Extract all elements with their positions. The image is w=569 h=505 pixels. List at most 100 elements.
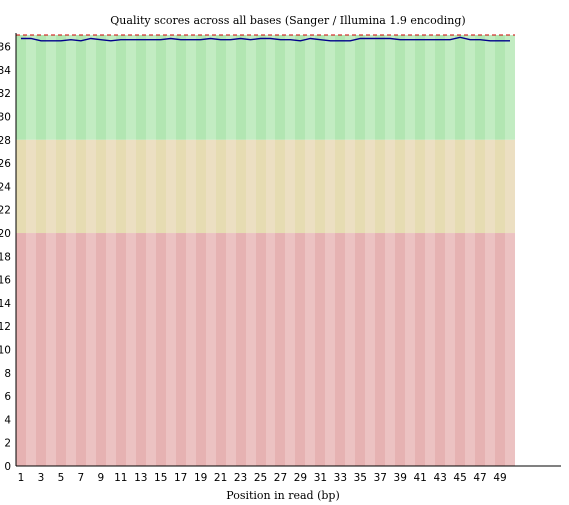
band-0-column-30 xyxy=(305,35,315,140)
band-1-column-13 xyxy=(136,139,146,234)
band-0-column-18 xyxy=(186,35,196,140)
band-0-column-38 xyxy=(385,35,395,140)
x-tick-27: 27 xyxy=(274,472,287,484)
x-tick-39: 39 xyxy=(394,472,407,484)
band-1-column-29 xyxy=(295,139,305,234)
band-2-column-19 xyxy=(196,233,206,466)
band-1-column-42 xyxy=(425,139,435,234)
x-tick-5: 5 xyxy=(58,472,65,484)
band-0-column-4 xyxy=(46,35,56,140)
band-2-column-11 xyxy=(116,233,126,466)
band-2-column-1 xyxy=(16,233,26,466)
y-tick-6: 6 xyxy=(4,391,11,403)
band-1-column-34 xyxy=(345,139,355,234)
x-tick-3: 3 xyxy=(38,472,45,484)
band-2-column-3 xyxy=(36,233,46,466)
band-1-column-38 xyxy=(385,139,395,234)
band-2-column-42 xyxy=(425,233,435,466)
band-1-column-10 xyxy=(106,139,116,234)
band-1-column-30 xyxy=(305,139,315,234)
band-0-column-35 xyxy=(355,35,365,140)
band-2-column-30 xyxy=(305,233,315,466)
band-2-column-28 xyxy=(285,233,295,466)
band-0-column-11 xyxy=(116,35,126,140)
band-1-column-15 xyxy=(156,139,166,234)
band-2-column-23 xyxy=(236,233,246,466)
x-tick-45: 45 xyxy=(453,472,466,484)
band-2-column-44 xyxy=(445,233,455,466)
band-0-column-21 xyxy=(216,35,226,140)
band-0-column-33 xyxy=(335,35,345,140)
y-tick-0: 0 xyxy=(4,461,11,473)
band-1-column-22 xyxy=(226,139,236,234)
x-tick-15: 15 xyxy=(154,472,167,484)
band-1-column-33 xyxy=(335,139,345,234)
band-2-column-45 xyxy=(455,233,465,466)
band-0-column-15 xyxy=(156,35,166,140)
band-0-column-19 xyxy=(196,35,206,140)
band-2-column-32 xyxy=(325,233,335,466)
band-0-column-36 xyxy=(365,35,375,140)
band-2-column-29 xyxy=(295,233,305,466)
band-0-column-9 xyxy=(96,35,106,140)
band-0-column-29 xyxy=(295,35,305,140)
y-tick-4: 4 xyxy=(4,414,11,426)
band-2-column-50 xyxy=(505,233,515,466)
x-tick-29: 29 xyxy=(294,472,307,484)
band-0-column-14 xyxy=(146,35,156,140)
band-2-column-17 xyxy=(176,233,186,466)
band-0-column-1 xyxy=(16,35,26,140)
band-1-column-27 xyxy=(275,139,285,234)
band-2-column-4 xyxy=(46,233,56,466)
band-0-column-37 xyxy=(375,35,385,140)
band-1-column-9 xyxy=(96,139,106,234)
band-0-column-41 xyxy=(415,35,425,140)
band-1-column-23 xyxy=(236,139,246,234)
band-2-column-36 xyxy=(365,233,375,466)
band-1-column-8 xyxy=(86,139,96,234)
band-0-column-47 xyxy=(475,35,485,140)
band-1-column-7 xyxy=(76,139,86,234)
band-0-column-8 xyxy=(86,35,96,140)
band-0-column-20 xyxy=(206,35,216,140)
band-2-column-13 xyxy=(136,233,146,466)
quality-bands xyxy=(16,35,515,466)
band-2-column-21 xyxy=(216,233,226,466)
band-0-column-10 xyxy=(106,35,116,140)
band-1-column-44 xyxy=(445,139,455,234)
band-1-column-12 xyxy=(126,139,136,234)
band-1-column-1 xyxy=(16,139,26,234)
band-1-column-24 xyxy=(246,139,256,234)
band-0-column-31 xyxy=(315,35,325,140)
band-1-column-46 xyxy=(465,139,475,234)
y-tick-30: 30 xyxy=(0,112,11,124)
band-1-column-28 xyxy=(285,139,295,234)
band-1-column-2 xyxy=(26,139,36,234)
band-0-column-50 xyxy=(505,35,515,140)
band-1-column-14 xyxy=(146,139,156,234)
band-0-column-26 xyxy=(266,35,275,140)
band-1-column-21 xyxy=(216,139,226,234)
band-0-column-6 xyxy=(66,35,76,140)
band-2-column-5 xyxy=(56,233,66,466)
band-0-column-22 xyxy=(226,35,236,140)
y-tick-34: 34 xyxy=(0,65,11,77)
band-0-column-45 xyxy=(455,35,465,140)
band-1-column-5 xyxy=(56,139,66,234)
band-2-column-49 xyxy=(495,233,505,466)
chart-title: Quality scores across all bases (Sanger … xyxy=(110,14,465,27)
band-2-column-47 xyxy=(475,233,485,466)
band-2-column-37 xyxy=(375,233,385,466)
x-tick-25: 25 xyxy=(254,472,267,484)
band-2-column-34 xyxy=(345,233,355,466)
band-1-column-18 xyxy=(186,139,196,234)
band-0-column-46 xyxy=(465,35,475,140)
band-1-column-48 xyxy=(485,139,495,234)
x-tick-31: 31 xyxy=(314,472,327,484)
y-tick-2: 2 xyxy=(4,438,11,450)
band-0-column-43 xyxy=(435,35,445,140)
band-1-column-43 xyxy=(435,139,445,234)
band-2-column-12 xyxy=(126,233,136,466)
y-tick-10: 10 xyxy=(0,345,11,357)
